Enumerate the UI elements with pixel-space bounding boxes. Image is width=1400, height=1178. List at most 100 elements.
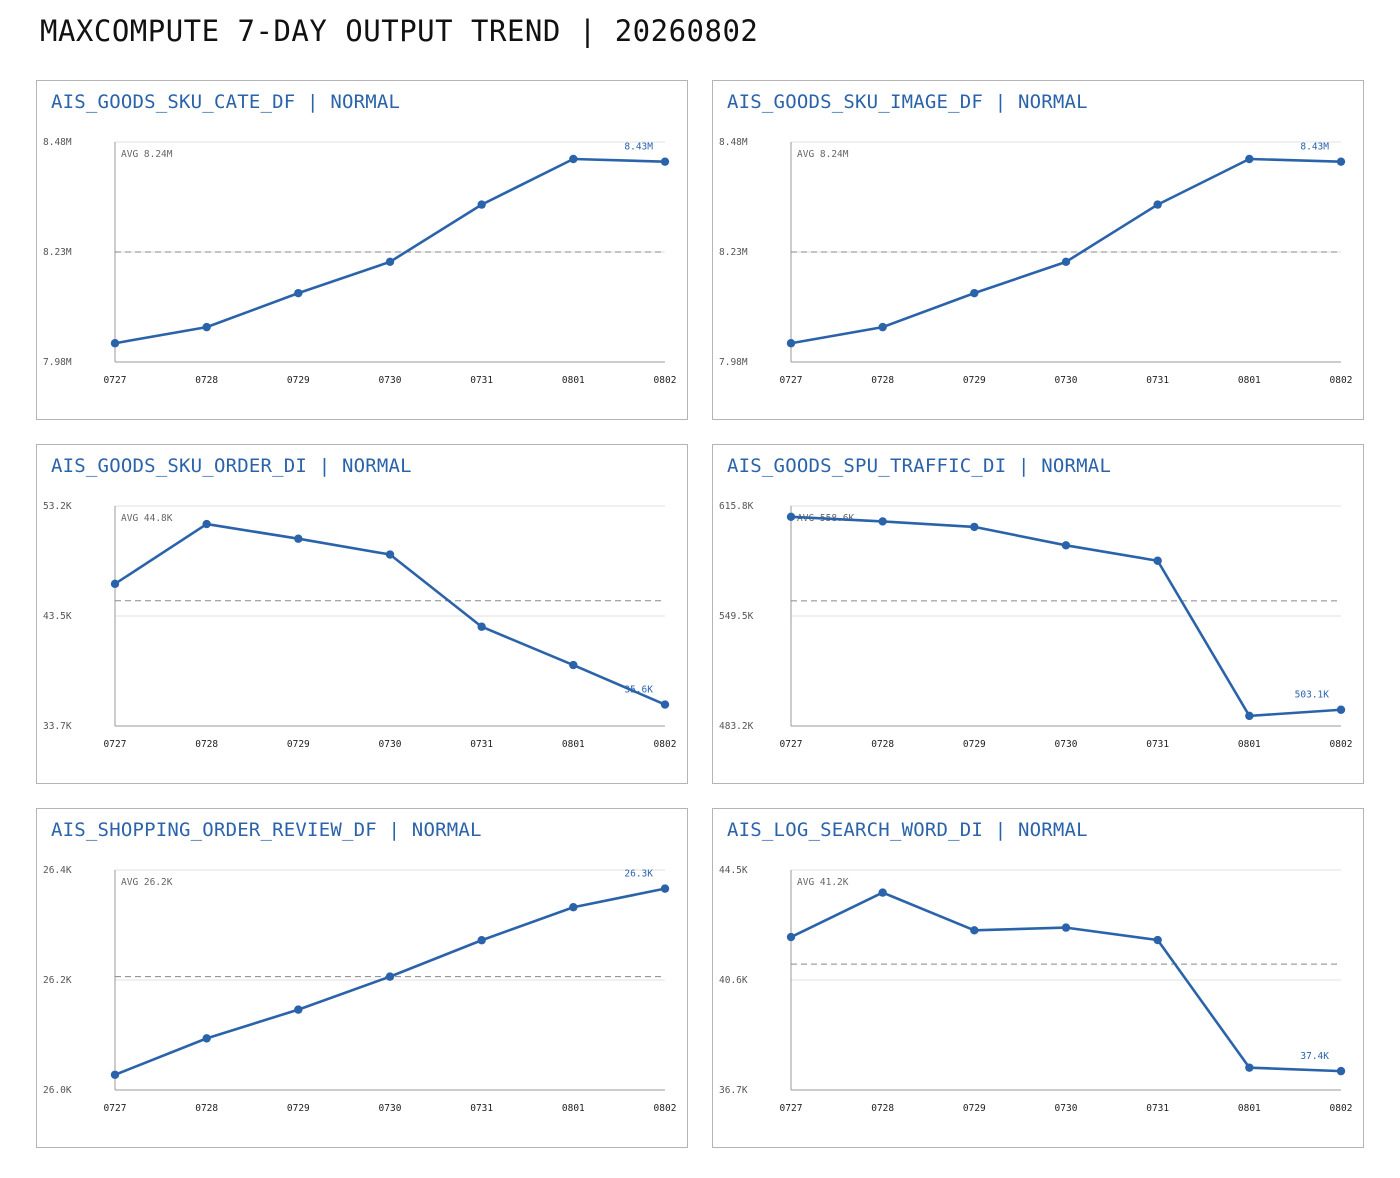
last-value-label: 35.6K <box>624 685 653 696</box>
data-point <box>294 288 303 298</box>
data-point <box>385 257 395 267</box>
x-tick-label: 0801 <box>1238 375 1261 386</box>
x-tick-label: 0801 <box>562 375 585 386</box>
data-point <box>970 288 979 298</box>
line-chart-sku-order: 53.2K 43.5K 33.7K 0727 0728 0729 0730 0731 0801 0… <box>43 501 677 750</box>
average-label: AVG 26.2K <box>121 877 173 888</box>
data-point <box>385 972 395 981</box>
data-point <box>1061 923 1071 932</box>
x-tick-label: 0802 <box>1330 1103 1353 1114</box>
x-tick-label: 0727 <box>780 375 803 386</box>
x-tick-label: 0730 <box>1055 1103 1078 1114</box>
x-tick-label: 0730 <box>1055 739 1078 750</box>
line-chart-order-review: 26.4K 26.2K 26.0K 0727 0728 0729 0730 0731 0801 0… <box>43 865 677 1114</box>
y-tick-label: 33.7K <box>43 721 72 732</box>
chart-title: AIS_GOODS_SKU_ORDER_DI | NORMAL <box>51 455 412 477</box>
y-tick-label: 26.2K <box>43 975 72 986</box>
data-point <box>202 322 211 332</box>
data-point <box>477 200 486 209</box>
data-point <box>878 322 887 332</box>
last-value-label: 503.1K <box>1295 690 1330 701</box>
data-point <box>1061 257 1071 267</box>
x-tick-label: 0728 <box>195 1103 218 1114</box>
line-chart-search-word: 44.5K 40.6K 36.7K 0727 0728 0729 0730 0731 0801 0… <box>719 865 1353 1114</box>
y-tick-label: 8.23M <box>43 247 72 258</box>
x-tick-label: 0802 <box>654 739 677 750</box>
data-point <box>1245 154 1254 164</box>
y-tick-label: 8.23M <box>719 247 748 258</box>
average-label: AVG 44.8K <box>121 513 173 524</box>
x-tick-label: 0731 <box>470 375 493 386</box>
y-tick-label: 483.2K <box>719 721 754 732</box>
x-tick-label: 0729 <box>287 375 310 386</box>
chart-panel-sku-cate: AIS_GOODS_SKU_CATE_DF | NORMAL 8.48M 8.23… <box>36 80 688 420</box>
x-tick-label: 0801 <box>562 739 585 750</box>
last-value-label: 26.3K <box>624 869 653 880</box>
page-title: MAXCOMPUTE 7-DAY OUTPUT TREND | 20260802 <box>40 14 759 48</box>
data-point <box>970 522 979 532</box>
line-chart-spu-traffic: 615.8K 549.5K 483.2K 0727 0728 0729 0730 0731 08… <box>719 501 1353 750</box>
data-point <box>385 550 395 559</box>
x-tick-label: 0731 <box>1146 739 1169 750</box>
data-point <box>878 888 887 897</box>
last-value-label: 8.43M <box>1300 142 1329 153</box>
x-tick-label: 0727 <box>104 1103 127 1114</box>
data-point <box>786 512 796 521</box>
x-tick-label: 0729 <box>963 1103 986 1114</box>
data-point <box>1153 935 1162 945</box>
average-label: AVG 41.2K <box>797 877 849 888</box>
data-point <box>878 517 887 526</box>
x-tick-label: 0801 <box>562 1103 585 1114</box>
chart-title: AIS_GOODS_SKU_IMAGE_DF | NORMAL <box>727 91 1088 113</box>
x-tick-label: 0728 <box>195 375 218 386</box>
chart-panel-order-review: AIS_SHOPPING_ORDER_REVIEW_DF | NORMAL 26… <box>36 808 688 1148</box>
series-line <box>790 891 1342 1073</box>
x-tick-label: 0731 <box>470 739 493 750</box>
y-tick-label: 44.5K <box>719 865 748 876</box>
x-tick-label: 0727 <box>780 739 803 750</box>
x-tick-label: 0731 <box>470 1103 493 1114</box>
data-point <box>1061 541 1071 550</box>
data-point <box>660 700 670 709</box>
data-point <box>660 157 670 166</box>
y-tick-label: 549.5K <box>719 611 754 622</box>
y-tick-label: 36.7K <box>719 1085 748 1096</box>
data-point <box>202 519 211 529</box>
average-label: AVG 8.24M <box>121 149 173 160</box>
data-point <box>110 1070 120 1079</box>
y-tick-label: 40.6K <box>719 975 748 986</box>
x-tick-label: 0802 <box>654 1103 677 1114</box>
x-tick-label: 0801 <box>1238 739 1261 750</box>
data-point <box>660 884 670 893</box>
x-tick-label: 0729 <box>963 739 986 750</box>
x-tick-label: 0802 <box>1330 375 1353 386</box>
series-line <box>790 157 1342 345</box>
chart-title: AIS_SHOPPING_ORDER_REVIEW_DF | NORMAL <box>51 819 482 841</box>
x-tick-label: 0730 <box>379 375 402 386</box>
chart-panel-search-word: AIS_LOG_SEARCH_WORD_DI | NORMAL 44.5K 40.… <box>712 808 1364 1148</box>
data-point <box>294 534 303 543</box>
x-tick-label: 0728 <box>195 739 218 750</box>
chart-title: AIS_GOODS_SKU_CATE_DF | NORMAL <box>51 91 401 113</box>
x-tick-label: 0802 <box>654 375 677 386</box>
x-tick-label: 0728 <box>871 1103 894 1114</box>
data-point <box>1336 157 1346 166</box>
x-tick-label: 0729 <box>287 1103 310 1114</box>
line-chart-sku-image: 8.48M 8.23M 7.98M 0727 0728 0729 0730 0731 0801 0… <box>719 137 1353 386</box>
average-label: AVG 8.24M <box>797 149 849 160</box>
x-tick-label: 0728 <box>871 375 894 386</box>
y-tick-label: 8.48M <box>43 137 72 148</box>
data-point <box>1153 200 1162 209</box>
data-point <box>1245 1063 1254 1072</box>
y-tick-label: 53.2K <box>43 501 72 512</box>
data-point <box>110 579 120 589</box>
x-tick-label: 0728 <box>871 739 894 750</box>
x-tick-label: 0802 <box>1330 739 1353 750</box>
y-tick-label: 26.4K <box>43 865 72 876</box>
y-tick-label: 43.5K <box>43 611 72 622</box>
x-tick-label: 0727 <box>780 1103 803 1114</box>
x-tick-label: 0727 <box>104 739 127 750</box>
data-point <box>970 926 979 935</box>
series-line <box>114 157 666 345</box>
data-point <box>1336 705 1346 714</box>
